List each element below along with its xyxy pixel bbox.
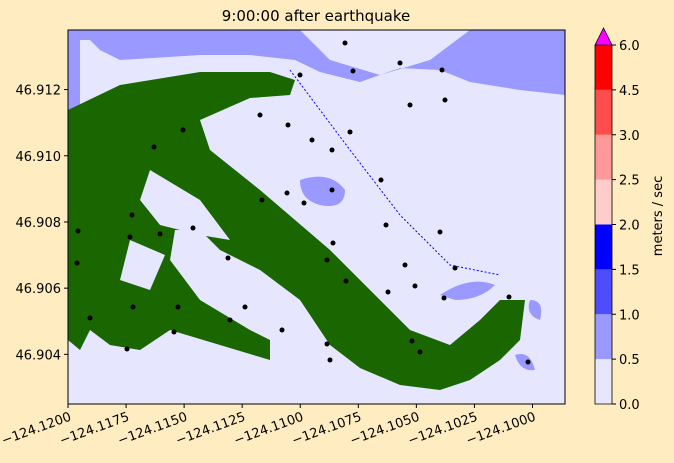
colorbar-bin [595,224,612,270]
colorbar-bin [595,134,612,180]
y-tick-label: 46.910 [16,150,62,165]
colorbar-bin [595,45,612,90]
colorbar-tick-label: 4.5 [619,84,640,99]
colorbar-tick-label: 3.0 [619,129,640,144]
water-flow [300,176,345,206]
colorbar-extend [594,27,613,46]
colorbar-tick-label: 0.5 [619,353,640,368]
map [67,29,566,405]
colorbar-bin [595,179,612,225]
particles [74,40,531,365]
colorbar-tick-label: 2.5 [619,174,640,189]
colorbar-bin [595,359,612,404]
y-tick-label: 46.906 [16,282,62,297]
y-tick-label: 46.908 [16,216,62,231]
colorbar-tick-label: 6.0 [619,39,640,54]
colorbar-tick-label: 2.0 [619,219,640,234]
colorbar-bin [595,269,612,315]
y-tick-label: 46.904 [16,348,62,363]
land-gap [120,170,230,290]
plot-frame [67,29,566,405]
water-flow [440,281,542,371]
colorbar-tick-label: 1.0 [619,308,640,323]
colorbar-bin [595,89,612,135]
colorbar-tick-label: 0.0 [619,398,640,413]
colorbar-label: meters / sec [651,176,666,256]
channel [289,69,501,276]
water-flow [68,30,565,150]
chart-title: 9:00:00 after earthquake [222,7,410,25]
colorbar-tick-label: 1.5 [619,263,640,278]
land [68,72,525,390]
colorbar-bin [595,314,612,360]
y-tick-label: 46.912 [16,84,62,99]
